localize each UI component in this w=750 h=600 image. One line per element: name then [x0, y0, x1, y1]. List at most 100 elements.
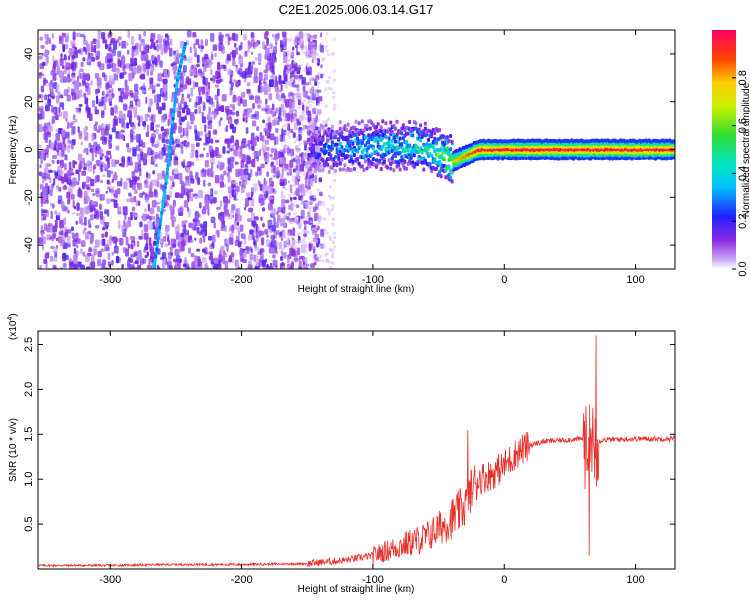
- spectrogram-noise-cell: [305, 188, 309, 192]
- spectrogram-trace-cell: [162, 192, 166, 197]
- spectrogram-trace-cell: [155, 247, 159, 252]
- spectrogram-ridge-cell: [363, 159, 367, 164]
- spectrogram-plot-area: [38, 30, 675, 269]
- spectrogram-noise-cell: [97, 61, 101, 67]
- spectrogram-noise-cell: [325, 32, 329, 36]
- spectrogram-noise-cell: [125, 198, 131, 203]
- spectrogram-noise-cell: [51, 115, 56, 124]
- spectrogram-trace-cell: [172, 105, 176, 110]
- spectrogram-noise-cell: [46, 37, 52, 44]
- spectrogram-noise-cell: [298, 153, 304, 158]
- spectrogram-noise-cell: [243, 206, 246, 211]
- spectrogram-noise-cell: [287, 53, 291, 57]
- snr-x-tick-label: 100: [626, 574, 644, 586]
- snr-frame: [37, 330, 676, 570]
- spectrogram-ridge-cell: [422, 167, 426, 172]
- spectrogram-noise-cell: [309, 78, 312, 86]
- spectrogram-noise-cell: [38, 105, 44, 111]
- spectrogram-noise-cell: [142, 213, 147, 222]
- spectrogram-noise-cell: [180, 245, 185, 252]
- spectrogram-noise-cell: [295, 188, 300, 197]
- spectrogram-noise-cell: [305, 32, 309, 36]
- spectrogram-trace-cell: [157, 232, 161, 237]
- spectrogram-noise-cell: [101, 111, 105, 116]
- spectrogram-noise-cell: [59, 219, 64, 229]
- spectrogram-noise-cell: [314, 113, 318, 117]
- spectrogram-noise-cell: [243, 109, 248, 116]
- spectrogram-noise-cell: [134, 83, 139, 92]
- spectrogram-noise-cell: [201, 86, 206, 95]
- spectrogram-noise-cell: [203, 65, 207, 73]
- spectrogram-noise-cell: [306, 146, 310, 150]
- spectrogram-noise-cell: [147, 106, 152, 113]
- spectrogram-noise-cell: [100, 136, 103, 141]
- spectrogram-noise-cell: [45, 173, 51, 180]
- spectrogram-noise-cell: [177, 172, 183, 181]
- spectrogram-noise-cell: [91, 100, 96, 108]
- spectrogram-ridge-cell: [362, 147, 366, 152]
- spectrogram-noise-cell: [327, 139, 331, 143]
- spectrogram-noise-cell: [220, 34, 224, 39]
- spectrogram-noise-cell: [311, 166, 315, 170]
- spectrogram-noise-cell: [332, 171, 336, 175]
- spectrogram-noise-cell: [180, 232, 185, 238]
- spectrogram-noise-cell: [70, 142, 74, 150]
- spectrogram-noise-cell: [190, 253, 195, 258]
- spectrogram-noise-cell: [255, 41, 259, 47]
- spectrogram-noise-cell: [149, 215, 152, 221]
- spectrogram-noise-cell: [260, 199, 263, 207]
- spectrogram-ridge-cell: [307, 163, 311, 168]
- spectrogram-noise-cell: [236, 260, 239, 268]
- spectrogram-trace-cell: [164, 178, 168, 183]
- spectrogram-ridge-cell: [360, 164, 364, 169]
- spectrogram-noise-cell: [58, 212, 61, 217]
- spectrogram-noise-cell: [231, 32, 236, 41]
- spectrogram-noise-cell: [251, 120, 257, 127]
- spectrogram-noise-cell: [138, 33, 142, 41]
- spectrogram-ridge-cell: [308, 171, 312, 176]
- spectrogram-noise-cell: [78, 163, 83, 171]
- spectrogram-noise-cell: [296, 67, 301, 72]
- spectrogram-noise-cell: [130, 36, 135, 45]
- spectrogram-noise-cell: [54, 112, 59, 117]
- spectrogram-noise-cell: [95, 152, 98, 158]
- spectrogram-noise-cell: [318, 258, 322, 262]
- spectrogram-noise-cell: [129, 197, 135, 203]
- spectrogram-ridge-cell: [387, 136, 391, 141]
- spectrogram-ridge-cell: [327, 169, 331, 174]
- spectrogram-noise-cell: [170, 211, 174, 220]
- spectrogram-ridge-cell: [430, 153, 434, 158]
- spectrogram-noise-cell: [82, 251, 86, 257]
- spectrogram-noise-cell: [222, 253, 227, 258]
- spectrogram-noise-cell: [195, 142, 200, 147]
- spectrogram-noise-cell: [295, 240, 299, 244]
- spectrogram-noise-cell: [67, 121, 70, 130]
- spectrogram-noise-cell: [100, 179, 104, 184]
- spectrogram-noise-cell: [68, 49, 71, 54]
- spectrogram-noise-cell: [247, 69, 252, 78]
- spectrogram-noise-cell: [113, 190, 119, 199]
- snr-x-tick-label: 0: [501, 574, 507, 586]
- spectrogram-noise-cell: [91, 253, 95, 263]
- spectrogram-noise-cell: [116, 180, 122, 187]
- spectrogram-noise-cell: [172, 181, 175, 188]
- spectrogram-noise-cell: [219, 78, 224, 83]
- spectrogram-noise-cell: [92, 135, 95, 140]
- spectrogram-noise-cell: [264, 47, 270, 56]
- spectrogram-noise-cell: [290, 79, 294, 83]
- spectrogram-cells: [38, 30, 675, 269]
- spectrogram-noise-cell: [233, 150, 238, 156]
- spectrogram-noise-cell: [295, 138, 299, 142]
- spectrogram-noise-cell: [288, 99, 293, 109]
- spectrogram-noise-cell: [66, 94, 71, 102]
- spectrogram-noise-cell: [109, 154, 112, 160]
- spectrogram-noise-cell: [117, 58, 121, 68]
- spectrogram-noise-cell: [251, 159, 256, 168]
- spectrogram-noise-cell: [305, 106, 309, 114]
- spectrogram-ridge-cell: [403, 159, 407, 164]
- snr-series-line: [38, 335, 675, 568]
- spectrogram-noise-cell: [96, 174, 100, 183]
- spectrogram-noise-cell: [144, 180, 148, 184]
- spectrogram-noise-cell: [137, 182, 142, 190]
- spectrogram-noise-cell: [279, 40, 283, 48]
